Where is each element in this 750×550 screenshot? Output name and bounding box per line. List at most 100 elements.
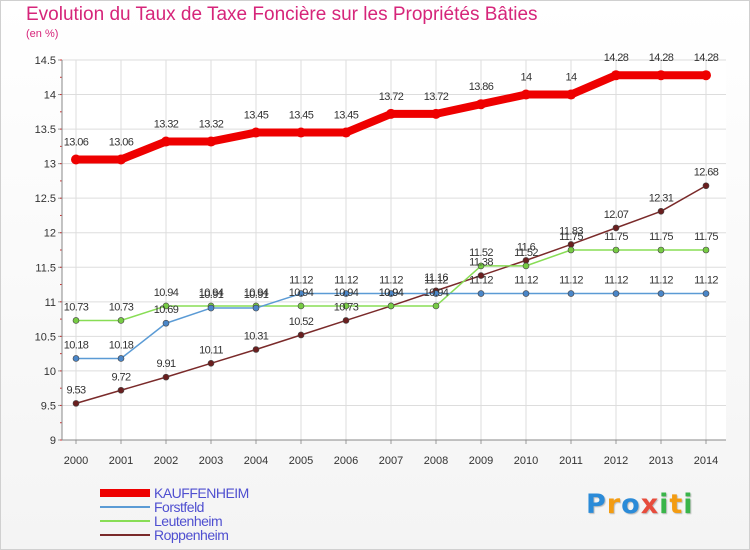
data-point-kauffenheim: [476, 99, 486, 110]
x-tick-label: 2013: [649, 455, 673, 467]
data-label-roppenheim: 12.68: [694, 167, 719, 179]
data-label-leutenheim: 11.75: [649, 231, 673, 243]
legend-item-forstfeld: Forstfeld: [100, 500, 249, 514]
data-label-forstfeld: 11.12: [604, 275, 628, 287]
data-label-forstfeld: 11.12: [514, 275, 538, 287]
data-point-kauffenheim: [386, 108, 396, 119]
data-point-kauffenheim: [296, 127, 306, 138]
data-label-forstfeld: 11.12: [559, 275, 583, 287]
data-label-roppenheim: 10.94: [379, 287, 404, 299]
data-label-forstfeld: 10.18: [64, 339, 89, 351]
y-tick-label: 11: [45, 297, 56, 309]
data-point-roppenheim: [342, 317, 350, 324]
data-label-leutenheim: 11.75: [604, 231, 628, 243]
data-label-kauffenheim: 13.32: [154, 119, 179, 131]
y-tick-label: 10: [44, 366, 56, 378]
y-tick-label: 14.5: [35, 55, 56, 67]
data-point-roppenheim: [72, 400, 80, 407]
legend-swatch-kauffenheim: [100, 489, 150, 497]
data-label-forstfeld: 11.12: [694, 275, 718, 287]
data-point-forstfeld: [387, 290, 395, 297]
logo-letter: P: [586, 489, 607, 520]
x-tick-label: 2000: [64, 455, 88, 467]
x-tick-label: 2001: [109, 455, 133, 467]
data-point-kauffenheim: [701, 70, 711, 81]
data-point-leutenheim: [297, 302, 305, 310]
legend-label-leutenheim: Leutenheim: [154, 513, 223, 529]
data-point-kauffenheim: [71, 154, 81, 165]
data-point-kauffenheim: [566, 89, 576, 100]
data-point-forstfeld: [522, 290, 530, 297]
data-point-kauffenheim: [656, 70, 666, 81]
data-point-roppenheim: [297, 331, 305, 339]
data-label-roppenheim: 10.73: [334, 301, 359, 313]
data-label-leutenheim: 11.52: [469, 247, 493, 259]
data-label-leutenheim: 10.94: [334, 287, 359, 299]
legend-label-kauffenheim: KAUFFENHEIM: [154, 485, 249, 501]
y-tick-label: 9: [50, 435, 56, 447]
x-tick-label: 2012: [604, 455, 628, 467]
x-tick-label: 2003: [199, 455, 223, 467]
y-tick-label: 10.5: [35, 331, 56, 343]
chart-title: Evolution du Taux de Taxe Foncière sur l…: [26, 4, 538, 25]
data-label-leutenheim: 11.75: [694, 231, 718, 243]
data-point-forstfeld: [432, 290, 440, 297]
data-point-leutenheim: [477, 262, 485, 270]
data-point-leutenheim: [342, 302, 350, 310]
data-point-leutenheim: [522, 262, 530, 270]
data-point-forstfeld: [567, 290, 575, 297]
data-label-leutenheim: 10.94: [379, 287, 404, 299]
y-tick-label: 12.5: [35, 193, 56, 205]
legend-swatch-roppenheim: [100, 534, 150, 536]
data-point-leutenheim: [432, 302, 440, 310]
data-point-kauffenheim: [161, 136, 171, 147]
data-point-kauffenheim: [116, 154, 126, 165]
data-label-roppenheim: 10.31: [244, 330, 269, 342]
data-label-forstfeld: 11.12: [289, 275, 313, 287]
x-tick-label: 2014: [694, 455, 718, 467]
data-label-roppenheim: 10.52: [289, 316, 314, 328]
data-point-kauffenheim: [206, 136, 216, 147]
data-point-kauffenheim: [341, 127, 351, 138]
data-point-forstfeld: [297, 290, 305, 297]
data-point-forstfeld: [477, 290, 485, 297]
data-label-leutenheim: 10.94: [289, 287, 314, 299]
data-point-roppenheim: [207, 360, 215, 367]
data-point-roppenheim: [477, 272, 485, 279]
x-tick-label: 2009: [469, 455, 493, 467]
data-label-roppenheim: 11.38: [469, 257, 493, 269]
data-label-roppenheim: 9.91: [156, 358, 175, 370]
data-point-forstfeld: [72, 355, 80, 362]
data-point-roppenheim: [657, 208, 665, 215]
x-tick-label: 2002: [154, 455, 178, 467]
x-tick-label: 2007: [379, 455, 403, 467]
y-tick-label: 13.5: [35, 124, 56, 136]
data-label-leutenheim: 10.94: [199, 287, 224, 299]
data-label-kauffenheim: 13.45: [334, 110, 359, 122]
data-label-forstfeld: 11.12: [649, 275, 673, 287]
data-label-kauffenheim: 14: [520, 72, 532, 84]
logo-letter: t: [669, 489, 684, 520]
data-point-roppenheim: [702, 182, 710, 190]
data-label-leutenheim: 10.73: [109, 301, 134, 313]
y-tick-label: 12: [44, 228, 56, 240]
data-point-roppenheim: [117, 386, 125, 394]
data-label-kauffenheim: 13.72: [424, 91, 449, 103]
legend-label-forstfeld: Forstfeld: [154, 499, 204, 515]
data-label-forstfeld: 11.12: [334, 275, 358, 287]
data-label-kauffenheim: 14.28: [694, 52, 719, 64]
data-label-kauffenheim: 13.86: [469, 81, 494, 93]
data-point-forstfeld: [342, 290, 350, 297]
data-point-leutenheim: [612, 246, 620, 254]
logo-letter: o: [621, 489, 641, 520]
chart-subtitle: (en %): [26, 28, 59, 40]
y-tick-label: 14: [44, 90, 56, 102]
data-label-forstfeld: 10.18: [109, 339, 134, 351]
legend-item-roppenheim: Roppenheim: [100, 528, 249, 542]
data-point-leutenheim: [657, 246, 665, 254]
y-tick-label: 9.5: [41, 400, 56, 412]
chart-legend: KAUFFENHEIM Forstfeld Leutenheim Roppenh…: [100, 486, 249, 542]
data-label-roppenheim: 11.6: [517, 241, 536, 253]
x-tick-label: 2004: [244, 455, 268, 467]
